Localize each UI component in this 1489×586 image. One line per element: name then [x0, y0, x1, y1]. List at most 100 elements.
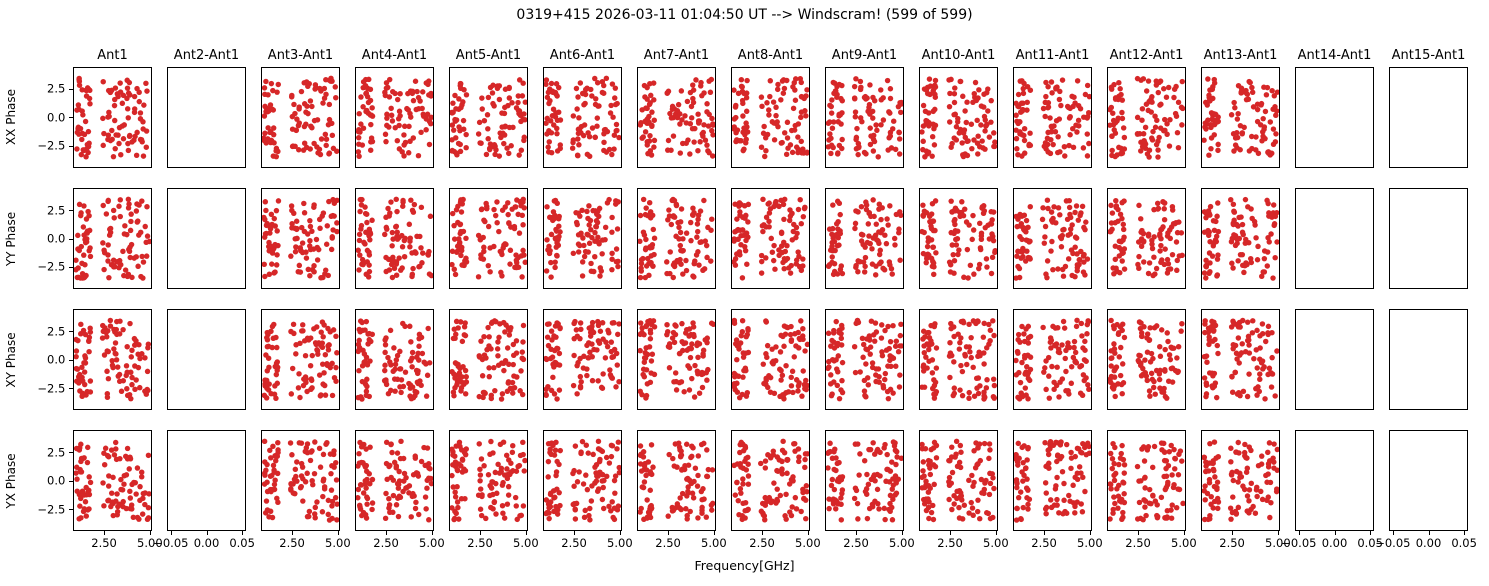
subplot-yx-phase-ant10-ant1: [919, 430, 998, 532]
y-tick-label: 2.5: [47, 324, 66, 339]
column-title-ant12-ant1: Ant12-Ant1: [1109, 47, 1184, 63]
subplot-xx-phase-ant7-ant1: [637, 66, 716, 169]
subplot-xy-phase-ant12-ant1: [1107, 308, 1186, 411]
x-tick-mark: [668, 531, 670, 536]
scatter-points: [1202, 196, 1279, 281]
x-tick-label: 2.50: [561, 536, 587, 551]
scatter-points: [450, 438, 527, 523]
x-tick-label: 0.00: [193, 536, 220, 551]
x-tick-mark: [292, 531, 294, 536]
subplot-yx-phase-ant2-ant1: [167, 430, 246, 532]
subplot-yy-phase-ant4-ant1: [355, 187, 434, 290]
subplot-xx-phase-ant5-ant1: [449, 66, 528, 169]
x-tick-label: 5.00: [419, 536, 445, 551]
scatter-points: [1108, 197, 1185, 279]
scatter-points: [638, 440, 715, 523]
x-tick-label: 2.50: [1031, 536, 1057, 551]
scatter-points: [1202, 317, 1279, 402]
scatter-points: [262, 438, 339, 523]
x-tick-mark: [149, 531, 151, 536]
x-tick-label: 5.00: [513, 536, 539, 551]
scatter-points: [450, 318, 527, 402]
scatter-points: [262, 75, 339, 160]
scatter-points: [1014, 197, 1091, 281]
x-tick-mark: [713, 531, 715, 536]
y-tick-mark: [69, 266, 74, 268]
subplot-xy-phase-ant7-ant1: [637, 308, 716, 411]
x-tick-mark: [950, 531, 952, 536]
scatter-points: [74, 439, 151, 523]
x-tick-label: 2.50: [937, 536, 963, 551]
row-label-xy-phase: XY Phase: [4, 331, 18, 388]
x-tick-label: 5.00: [607, 536, 633, 551]
column-title-ant1: Ant1: [97, 47, 128, 63]
column-title-ant13-ant1: Ant13-Ant1: [1203, 47, 1278, 63]
subplot-yy-phase-ant5-ant1: [449, 187, 528, 290]
scatter-points: [544, 75, 621, 159]
y-tick-label: −2.5: [37, 259, 66, 274]
scatter-points: [826, 196, 903, 278]
x-tick-mark: [1298, 531, 1300, 536]
y-tick-mark: [69, 359, 74, 361]
scatter-points: [732, 317, 809, 402]
scatter-points: [1108, 440, 1185, 523]
scatter-points: [356, 76, 433, 159]
scatter-points: [544, 318, 621, 402]
subplot-xy-phase-ant5-ant1: [449, 308, 528, 411]
subplot-yy-phase-ant14-ant1: [1295, 187, 1374, 290]
x-tick-label: 5.00: [795, 536, 821, 551]
subplot-xx-phase-ant2-ant1: [167, 66, 246, 169]
y-tick-label: 0.0: [47, 473, 66, 488]
subplot-yy-phase-ant3-ant1: [261, 187, 340, 290]
column-title-ant8-ant1: Ant8-Ant1: [737, 47, 804, 63]
scatter-points: [732, 438, 809, 523]
x-tick-mark: [104, 531, 106, 536]
x-tick-label: 0.05: [229, 536, 255, 551]
subplot-xy-phase-ant14-ant1: [1295, 308, 1374, 411]
scatter-points: [74, 75, 151, 160]
scatter-points: [74, 317, 151, 402]
column-title-ant15-ant1: Ant15-Ant1: [1391, 47, 1466, 63]
x-tick-mark: [995, 531, 997, 536]
scatter-points: [544, 196, 621, 280]
x-tick-label: −0.05: [153, 536, 189, 551]
scatter-points: [1108, 317, 1185, 401]
subplot-xy-phase-ant8-ant1: [731, 308, 810, 411]
x-tick-label: 5.00: [325, 536, 351, 551]
scatter-points: [826, 439, 903, 523]
subplot-yy-phase-ant1: [73, 187, 152, 290]
subplot-yx-phase-ant9-ant1: [825, 430, 904, 532]
scatter-points: [638, 76, 715, 159]
subplot-xy-phase-ant13-ant1: [1201, 308, 1280, 411]
x-tick-mark: [386, 531, 388, 536]
subplot-yx-phase-ant15-ant1: [1389, 430, 1468, 532]
x-tick-mark: [337, 531, 339, 536]
x-tick-label: 2.50: [467, 536, 493, 551]
x-tick-label: 2.50: [91, 536, 117, 551]
x-tick-mark: [762, 531, 764, 536]
subplot-yy-phase-ant2-ant1: [167, 187, 246, 290]
column-title-ant11-ant1: Ant11-Ant1: [1015, 47, 1090, 63]
column-title-ant10-ant1: Ant10-Ant1: [921, 47, 996, 63]
subplot-yy-phase-ant9-ant1: [825, 187, 904, 290]
x-tick-label: 5.00: [1265, 536, 1291, 551]
subplot-yy-phase-ant8-ant1: [731, 187, 810, 290]
x-tick-mark: [1464, 531, 1466, 536]
scatter-points: [1108, 75, 1185, 160]
y-tick-mark: [69, 210, 74, 212]
subplot-yy-phase-ant15-ant1: [1389, 187, 1468, 290]
subplot-xx-phase-ant4-ant1: [355, 66, 434, 169]
y-tick-label: 2.5: [47, 445, 66, 460]
x-tick-label: 2.50: [373, 536, 399, 551]
x-tick-label: 5.00: [1077, 536, 1103, 551]
subplot-yy-phase-ant11-ant1: [1013, 187, 1092, 290]
column-title-ant4-ant1: Ant4-Ant1: [361, 47, 428, 63]
scatter-points: [450, 76, 527, 159]
x-tick-label: −0.05: [1375, 536, 1411, 551]
x-tick-label: 5.00: [137, 536, 163, 551]
subplot-yx-phase-ant1: [73, 430, 152, 532]
y-tick-label: 2.5: [47, 81, 66, 96]
x-axis-label: Frequency[GHz]: [694, 558, 795, 573]
x-tick-mark: [206, 531, 208, 536]
scatter-points: [920, 197, 997, 281]
